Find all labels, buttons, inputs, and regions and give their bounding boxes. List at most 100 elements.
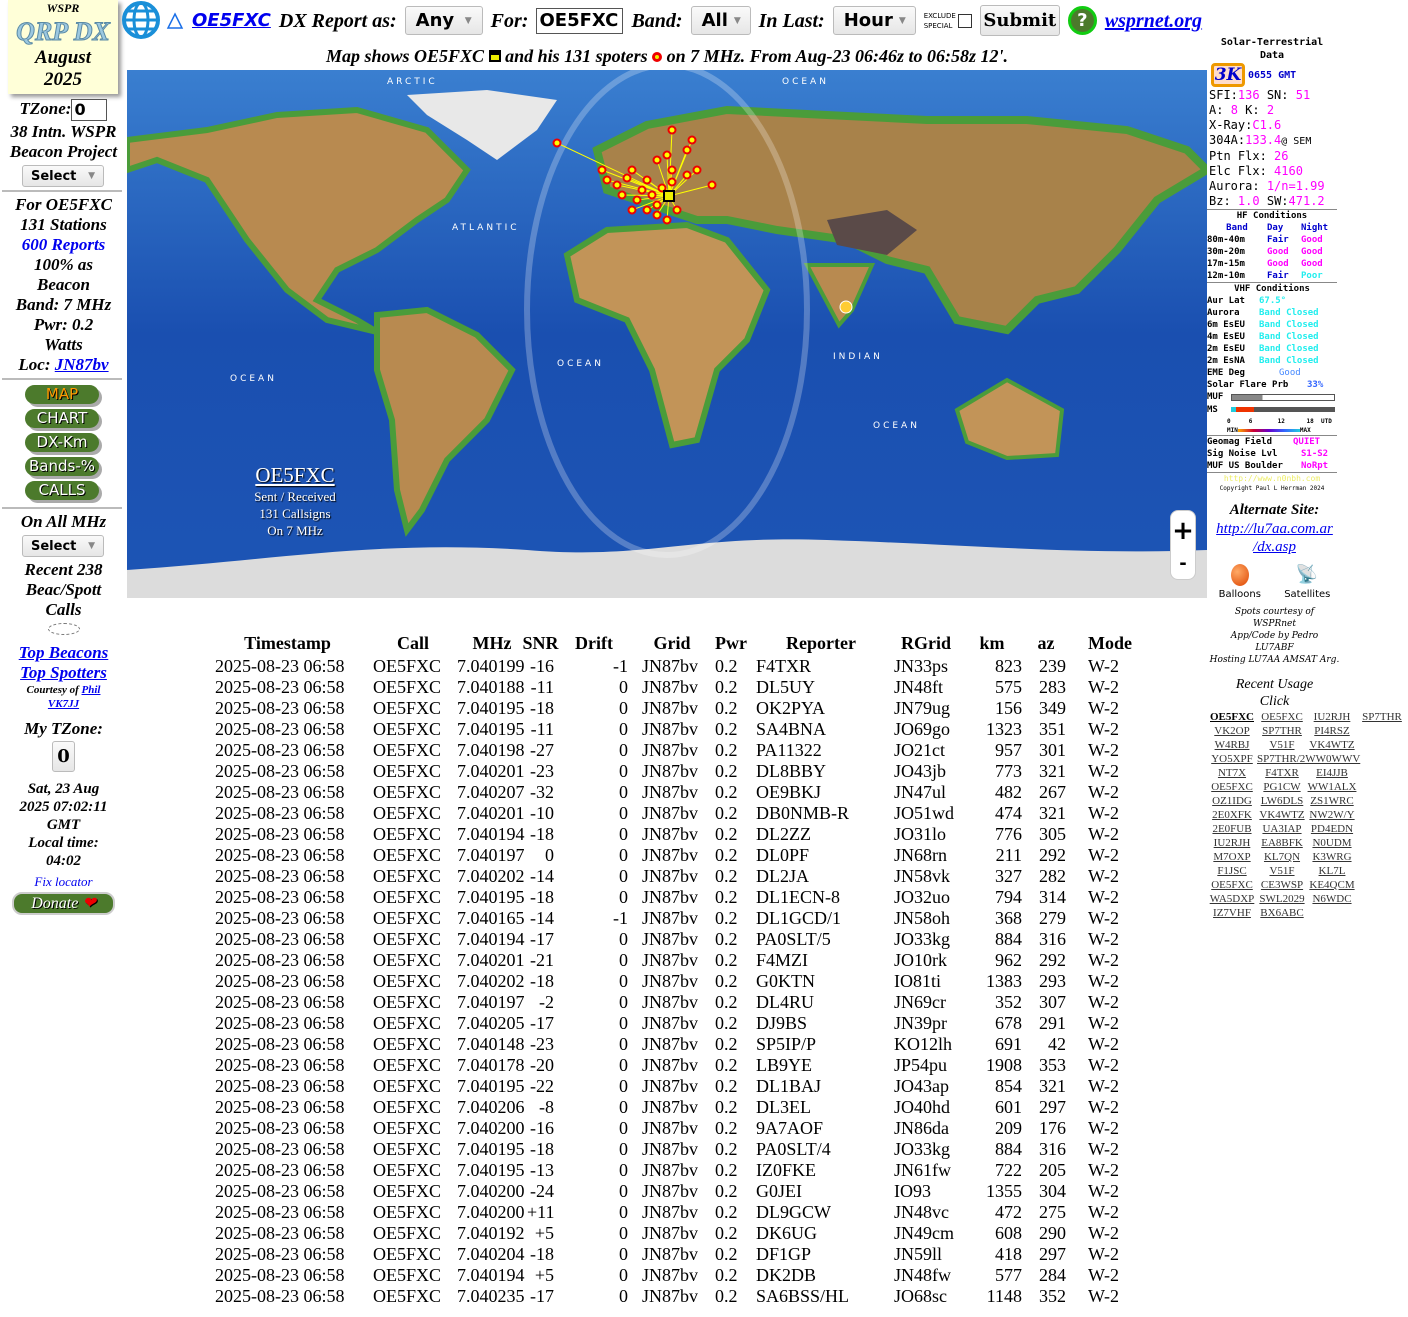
column-header[interactable]: Drift <box>575 633 613 653</box>
spotter-marker[interactable] <box>622 173 632 183</box>
globe-icon[interactable] <box>121 0 161 40</box>
nav-chart-button[interactable]: CHART <box>25 409 99 428</box>
recent-call-link[interactable]: SWL2029 <box>1259 893 1305 905</box>
spotter-marker[interactable] <box>627 205 637 215</box>
column-header[interactable]: SNR <box>522 633 559 653</box>
submit-button[interactable]: Submit <box>979 5 1060 36</box>
recent-calls-link[interactable]: Recent 238 Beac/Spott Calls <box>24 560 103 619</box>
recent-call-link[interactable]: VK4WTZ <box>1259 809 1305 821</box>
column-header[interactable]: Timestamp <box>244 633 331 653</box>
locator-link[interactable]: JN87bv <box>54 355 109 374</box>
spotter-marker[interactable] <box>602 175 612 185</box>
spotter-marker[interactable] <box>682 170 692 180</box>
recent-call-link[interactable]: IU2RJH <box>1313 711 1351 723</box>
in-last-select[interactable]: Hour ▼ <box>832 6 916 35</box>
column-header[interactable]: Mode <box>1088 633 1132 653</box>
nav-map-button[interactable]: MAP <box>25 385 99 404</box>
recent-call-link[interactable]: NT7X <box>1217 767 1247 779</box>
recent-call-link[interactable]: KL7L <box>1318 865 1346 877</box>
recent-call-link[interactable]: KE4QCM <box>1309 879 1355 891</box>
map-canvas[interactable] <box>127 70 1207 598</box>
recent-call-link[interactable]: IU2RJH <box>1213 837 1251 849</box>
exclude-special-checkbox[interactable] <box>957 13 972 28</box>
recent-call-link[interactable]: F1JSC <box>1217 865 1247 877</box>
recent-call-link[interactable]: SP7THR/2WW0WWV <box>1257 753 1361 765</box>
spotter-marker[interactable] <box>617 190 627 200</box>
qrpdx-logo[interactable]: WSPR QRP DX August 2025 <box>8 0 118 94</box>
spotter-marker[interactable] <box>657 183 667 193</box>
recent-call-link[interactable]: N0UDM <box>1312 837 1352 849</box>
spotter-marker[interactable] <box>652 210 662 220</box>
recent-call-link[interactable]: K3WRG <box>1312 851 1352 863</box>
spotter-marker[interactable] <box>667 177 677 187</box>
spotter-marker[interactable] <box>647 190 657 200</box>
recent-call-link[interactable]: VK4WTZ <box>1309 739 1355 751</box>
top-spotters-link[interactable]: Top Spotters <box>20 663 107 682</box>
fix-locator-link[interactable]: Fix locator <box>34 874 93 889</box>
spotter-marker[interactable] <box>707 180 717 190</box>
column-header[interactable]: km <box>979 633 1005 653</box>
recent-call-link[interactable]: YO5XPF <box>1211 753 1253 765</box>
spotter-marker[interactable] <box>692 165 702 175</box>
spotter-marker[interactable] <box>612 180 622 190</box>
recent-call-link[interactable]: OE5FXC <box>1211 781 1253 793</box>
spotter-marker[interactable] <box>682 145 692 155</box>
spotter-marker[interactable] <box>662 150 672 160</box>
column-header[interactable]: Reporter <box>786 633 856 653</box>
n0nbh-link[interactable]: http://www.n0nbh.com <box>1223 474 1321 483</box>
spotter-marker[interactable] <box>687 135 697 145</box>
recent-call-link[interactable]: F4TXR <box>1265 767 1299 779</box>
recent-call-link[interactable]: W4RBJ <box>1214 739 1250 751</box>
recent-call-link[interactable]: WW1ALX <box>1307 781 1357 793</box>
top-beacons-link[interactable]: Top Beacons <box>18 643 109 662</box>
recent-call-link[interactable]: 2E0XFK <box>1212 809 1252 821</box>
band-select[interactable]: All ▼ <box>690 6 751 35</box>
balloon-icon[interactable] <box>1230 564 1249 586</box>
nav-dxkm-button[interactable]: DX-Km <box>25 433 99 452</box>
recent-call-link[interactable]: EI4JJB <box>1316 767 1348 779</box>
column-header[interactable]: RGrid <box>900 633 951 653</box>
donate-button[interactable]: Donate ❤ <box>12 892 115 915</box>
recent-call-link[interactable]: 2E0FUB <box>1212 823 1252 835</box>
beacon-project[interactable]: 38 Intn. WSPR Beacon Project <box>9 122 118 161</box>
help-icon[interactable]: ? <box>1067 6 1097 35</box>
column-header[interactable]: Pwr <box>715 633 747 653</box>
satellites-link[interactable]: Satellites <box>1284 589 1331 600</box>
recent-call-link[interactable]: IZ7VHF <box>1213 907 1251 919</box>
recent-call-link[interactable]: VK2OP <box>1214 725 1250 737</box>
recent-call-link[interactable]: V51F <box>1269 739 1295 751</box>
phil-link[interactable]: Phil <box>81 684 101 696</box>
spotter-marker[interactable] <box>652 155 662 165</box>
column-header[interactable]: az <box>1037 633 1055 653</box>
recent-call-link[interactable]: NW2W/Y <box>1309 809 1355 821</box>
report-as-select[interactable]: Any ▼ <box>404 6 483 35</box>
spotter-marker[interactable] <box>667 125 677 135</box>
nav-calls-button[interactable]: CALLS <box>25 481 99 500</box>
alternate-site-link[interactable]: http://lu7aa.com.ar/dx.asp <box>1216 521 1333 555</box>
recent-call-link[interactable]: SP7THR <box>1262 725 1302 737</box>
recent-call-link[interactable]: WA5DXP <box>1209 893 1255 905</box>
world-map[interactable]: ARCTIC OCEAN ATLANTIC OCEAN OCEAN INDIAN… <box>127 70 1207 598</box>
for-input[interactable]: OE5FXC <box>536 7 624 34</box>
spotter-marker[interactable] <box>552 138 562 148</box>
recent-call-link[interactable]: KL7QN <box>1263 851 1301 863</box>
recent-call-link[interactable]: SP7THR <box>1362 711 1402 723</box>
satellite-icon[interactable]: 📡 <box>1295 564 1319 585</box>
recent-call-link[interactable]: OE5FXC <box>1211 879 1253 891</box>
vk7jj-link[interactable]: VK7JJ <box>47 698 80 710</box>
recent-call-link[interactable]: UA3IAP <box>1262 823 1302 835</box>
spotter-marker[interactable] <box>662 215 672 225</box>
wsprnet-link[interactable]: wsprnet.org <box>1104 9 1203 32</box>
spotter-marker[interactable] <box>637 185 647 195</box>
solar-terrestrial-widget[interactable]: Solar-Terrestrial Data 3K 0655 GMT SFI:1… <box>1207 36 1337 493</box>
zoom-in-button[interactable]: + <box>1172 516 1194 546</box>
column-header[interactable]: Call <box>396 633 429 653</box>
nav-bands-button[interactable]: Bands-% <box>25 457 99 476</box>
triangle-icon[interactable] <box>166 11 184 30</box>
recent-call-link[interactable]: M7OXP <box>1213 851 1251 863</box>
recent-call-link[interactable]: OZ1IDG <box>1212 795 1252 807</box>
balloons-link[interactable]: Balloons <box>1218 589 1261 600</box>
call-link[interactable]: OE5FXC <box>192 9 271 31</box>
column-header[interactable]: MHz <box>472 633 512 653</box>
recent-call-link[interactable]: PD4EDN <box>1310 823 1354 835</box>
